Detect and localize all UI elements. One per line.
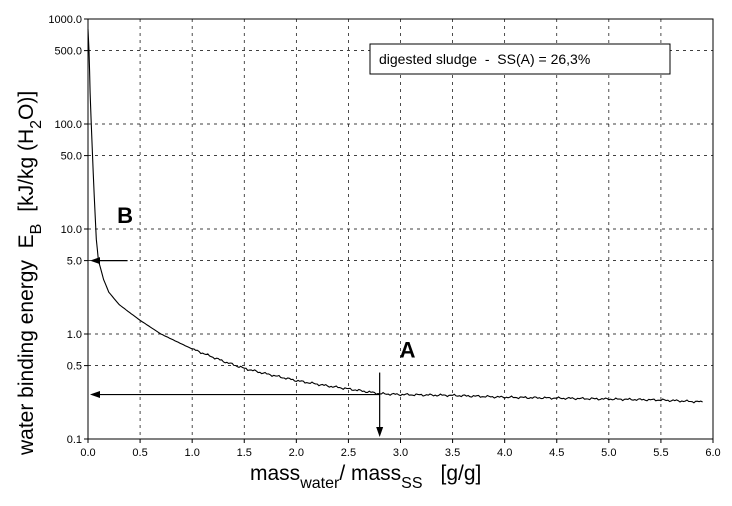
x-tick-label: 1.5 bbox=[237, 447, 252, 459]
y-tick-label: 1000.0 bbox=[48, 14, 82, 26]
legend-box bbox=[369, 43, 671, 75]
y-tick-label: 10.0 bbox=[61, 224, 82, 236]
x-tick-label: 5.5 bbox=[653, 447, 668, 459]
y-tick-label: 1.0 bbox=[67, 329, 82, 341]
x-axis-title-slash: / mass bbox=[339, 462, 401, 485]
x-tick-label: 0.5 bbox=[132, 447, 147, 459]
data-series-line bbox=[87, 29, 703, 404]
legend-text: digested sludge - SS(A) = 26,3% bbox=[379, 51, 590, 67]
x-axis-title: masswater/ massSS [g/g] bbox=[250, 462, 481, 492]
annotation-arrows bbox=[90, 257, 384, 437]
y-tick-label: 5.0 bbox=[67, 256, 82, 268]
y-axis-unit-sub-2: 2 bbox=[28, 120, 45, 129]
x-tick-label: 2.0 bbox=[289, 447, 304, 459]
y-tick-labels: 1000.0 500.0 100.0 50.0 10.0 5.0 1.0 0.5 0.1 bbox=[48, 14, 88, 446]
x-axis-title-main: mass bbox=[250, 462, 300, 485]
y-axis-unit-2: O)] bbox=[15, 91, 38, 120]
arrow-a-horizontal-head bbox=[90, 391, 100, 399]
y-tick-label: 0.5 bbox=[67, 361, 82, 373]
y-axis-title-main: water binding energy E bbox=[15, 234, 38, 456]
y-axis-title-sub-b: B bbox=[28, 224, 45, 235]
x-tick-label: 6.0 bbox=[705, 447, 720, 459]
x-tick-label: 4.5 bbox=[549, 447, 564, 459]
x-tick-label: 5.0 bbox=[601, 447, 616, 459]
y-tick-label: 500.0 bbox=[54, 46, 82, 58]
x-axis-title-sub-water: water bbox=[299, 475, 340, 492]
y-tick-label: 0.1 bbox=[67, 434, 82, 446]
x-tick-label: 1.0 bbox=[185, 447, 200, 459]
x-axis-unit: [g/g] bbox=[441, 462, 482, 485]
arrow-b-head bbox=[90, 257, 100, 265]
grid-lines bbox=[88, 19, 713, 439]
x-axis-title-sub-ss: SS bbox=[401, 475, 422, 492]
x-tick-label: 4.0 bbox=[497, 447, 512, 459]
annotation-label-a: A bbox=[400, 338, 416, 363]
x-tick-labels: 0.0 0.5 1.0 1.5 2.0 2.5 3.0 3.5 4.0 4.5 5.0 5.5 6.0 bbox=[80, 439, 721, 459]
arrow-a-vertical-head bbox=[376, 427, 384, 437]
x-tick-label: 3.5 bbox=[445, 447, 460, 459]
plot-frame bbox=[87, 18, 714, 440]
x-tick-label: 3.0 bbox=[393, 447, 408, 459]
annotation-label-b: B bbox=[117, 203, 133, 228]
x-tick-label: 0.0 bbox=[80, 447, 95, 459]
y-tick-label: 100.0 bbox=[54, 119, 82, 131]
y-axis-unit-1: [kJ/kg (H bbox=[15, 129, 38, 212]
x-tick-label: 2.5 bbox=[341, 447, 356, 459]
y-tick-label: 50.0 bbox=[61, 151, 82, 163]
y-axis-title: water binding energy EB [kJ/kg (H2O)] bbox=[15, 91, 45, 456]
